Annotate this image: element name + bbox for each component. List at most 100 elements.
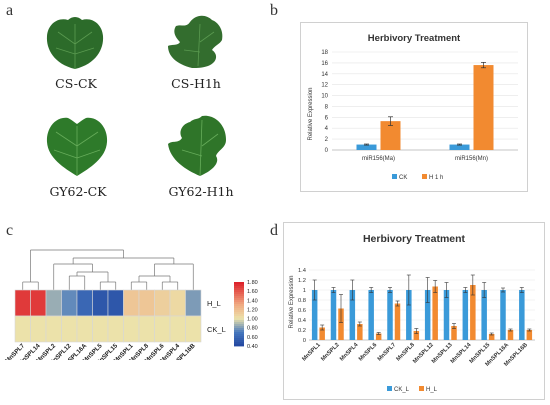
colorbar-tick-label: 0.80 [247,326,258,332]
heatmap-cell [169,315,186,343]
heatmap-cell [138,315,155,343]
x-tick-label: miR156(Ma) [362,156,395,162]
bar-ckl [424,290,431,340]
y-tick-label: 10 [321,94,328,100]
colorbar-segment [234,324,244,327]
bar-h1h [473,65,494,150]
heatmap-cell [154,315,171,343]
chart-c: H_LCK_LMnSPL7MnSPL14MnSPL2MnSPL12MnSPL16… [4,249,258,360]
leaf-photo-cs-ck [46,17,104,69]
colorbar-tick-label: 1.60 [247,289,258,295]
y-tick-label: 0 [303,338,306,344]
y-tick-label: 0.6 [298,308,306,314]
heatmap-cell [30,315,47,343]
heatmap-cell [45,289,62,317]
colorbar-segment [234,318,244,321]
bar-hl [432,286,438,340]
colorbar-tick-label: 1.00 [247,317,258,323]
bar-hl [357,324,363,340]
bar-hl [488,334,495,340]
bar-hl [470,285,476,340]
heatmap-cell [185,315,202,343]
colorbar-segment [234,300,244,303]
heatmap-cell [107,315,124,343]
chart-b: Herbivory Treatment Relative Expression … [300,22,528,192]
heatmap-cell [92,315,109,343]
colorbar-segment [234,292,244,295]
colorbar-segment [234,312,244,315]
bar-ckl [311,290,318,340]
y-tick-label: 0.4 [298,318,307,324]
y-tick-label: 14 [321,72,328,78]
bar-ckl [481,290,487,340]
y-tick-label: 1 [303,288,306,294]
bar-hl [451,326,457,340]
bar-ckl [500,290,506,340]
legend-label: H 1 h [429,175,443,181]
heatmap-cell [14,289,31,317]
bar-hl [394,303,401,340]
x-tick-label: miR156(Mn) [455,156,488,162]
legend-swatch [387,386,392,391]
bar-hl [526,330,533,340]
heatmap-cell [14,315,31,343]
bar-hl [319,327,325,340]
colorbar-segment [234,298,244,301]
bar-hl [338,308,344,340]
legend-swatch [419,386,424,391]
colorbar-tick-label: 0.60 [247,335,258,341]
colorbar-segment [234,332,244,335]
heatmap-cell [45,315,62,343]
y-tick-label: 12 [321,83,328,89]
colorbar-tick-label: 1.20 [247,307,258,313]
heatmap-cell [185,289,202,317]
legend-label: CK [399,175,407,181]
y-tick-label: 16 [321,61,328,67]
y-tick-label: 1.4 [298,268,307,274]
colorbar-segment [234,296,244,299]
heatmap-cell [30,289,47,317]
bar-ck [449,144,470,150]
heatmap-cell [61,289,78,317]
colorbar-tick-label: 0.40 [247,344,258,350]
bar-ckl [330,290,337,340]
panel-label-d: d [270,222,278,239]
leaf-photo-gy62-h1h [168,115,226,177]
bar-ckl [368,290,374,340]
colorbar-segment [234,306,244,309]
heatmap-cell [76,289,93,317]
chart-b-title: Herbivory Treatment [368,33,461,44]
y-tick-label: 6 [325,115,329,121]
y-tick-label: 0.2 [298,328,306,334]
colorbar-segment [234,282,244,285]
y-tick-label: 4 [325,126,329,132]
y-tick-label: 0 [325,148,329,154]
colorbar-segment [234,336,244,339]
bar-ckl [349,290,356,340]
heatmap-cell [123,289,140,317]
bar-ckl [443,290,450,340]
leaf-photo-gy62-ck [46,117,108,176]
heatmap-cell [154,289,171,317]
colorbar-tick-label: 1.40 [247,298,258,304]
colorbar-segment [234,320,244,323]
colorbar-segment [234,286,244,289]
chart-d-ylabel: Relative Expression [289,275,295,328]
bar-hl [507,330,514,340]
colorbar-segment [234,322,244,325]
heatmap-cell [138,289,155,317]
panel-label-a: a [6,2,14,19]
heatmap-cell [92,289,109,317]
bar-hl [413,331,420,340]
leaf-caption: CS-H1h [171,76,221,91]
heatmap-cell [123,315,140,343]
chart-b-ylabel: Relative Expression [308,87,314,140]
colorbar-segment [234,316,244,319]
panel-label-b: b [270,2,278,19]
row-label: CK_L [207,325,226,334]
leaf-caption: GY62-CK [49,184,107,199]
legend-label: CK_L [394,387,410,393]
heatmap-cell [61,315,78,343]
leaf-photo-cs-h1h [168,15,223,69]
bar-ckl [519,290,525,340]
